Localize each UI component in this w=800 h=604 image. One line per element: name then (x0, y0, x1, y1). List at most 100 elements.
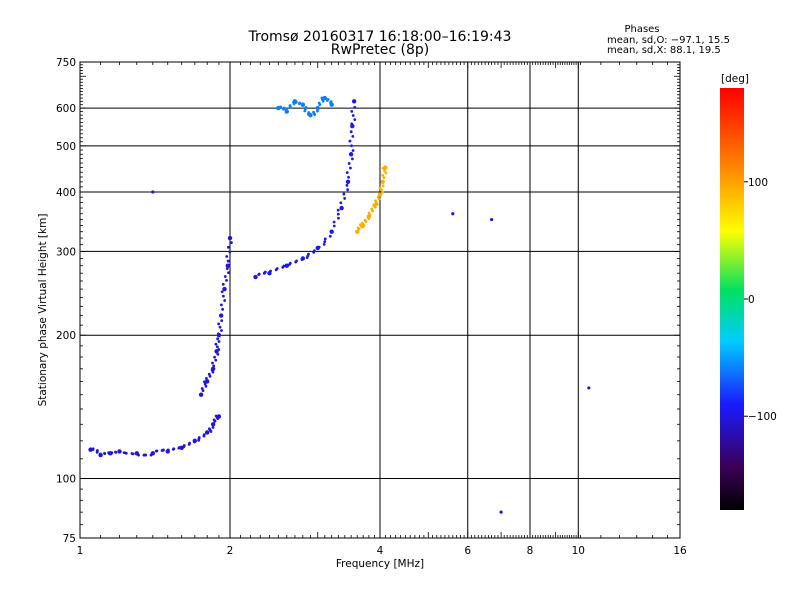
trace-point (219, 303, 223, 307)
trace-point (166, 448, 170, 452)
trace-point (322, 242, 326, 246)
trace-point (322, 96, 326, 100)
x-tick-label: 16 (673, 545, 687, 557)
trace-point (222, 286, 227, 292)
trace-point (221, 307, 225, 311)
trace-point (320, 96, 324, 100)
trace-point (328, 234, 332, 238)
trace-point (213, 355, 216, 359)
trace-point (117, 449, 122, 454)
trace-point (383, 169, 386, 172)
trace-point (216, 352, 220, 356)
trace-point (345, 179, 351, 185)
trace-point (381, 190, 385, 194)
trace-point (124, 451, 128, 455)
trace-point (220, 329, 223, 332)
trace-point (381, 184, 385, 188)
x-tick-label: 1 (77, 545, 84, 557)
trace-point (207, 372, 211, 376)
trace-point (278, 106, 282, 109)
trace-point (225, 263, 231, 268)
trace-point (317, 101, 321, 105)
trace-point (214, 358, 218, 362)
trace-point (211, 426, 215, 429)
trace-point (216, 332, 220, 336)
trace-point (499, 510, 503, 514)
y-tick-label: 500 (56, 141, 76, 153)
trace-point (217, 348, 221, 351)
trace-point (110, 451, 113, 455)
trace-point (207, 427, 211, 431)
trace-point (343, 197, 347, 200)
trace-point (379, 188, 383, 192)
trace-point (131, 452, 135, 456)
trace-point (300, 256, 306, 261)
trace-point (303, 109, 307, 113)
trace-point (204, 384, 208, 388)
trace-point (155, 449, 159, 453)
chart-subtitle: RwPretec (8p) (331, 42, 429, 58)
colorbar-label: [deg] (721, 73, 749, 85)
y-tick-label: 300 (56, 246, 76, 258)
trace-point (350, 144, 353, 148)
colorbar-tick-label: −100 (748, 411, 777, 423)
trace-point (217, 322, 221, 326)
trace-point (337, 216, 340, 220)
trace-point (222, 294, 225, 298)
trace-point (215, 345, 219, 349)
trace-point (253, 274, 258, 280)
trace-point (230, 241, 233, 245)
trace-point (137, 453, 140, 457)
trace-series (276, 95, 334, 118)
trace-point (381, 173, 385, 177)
x-tick-label: 4 (377, 545, 384, 557)
trace-point (282, 264, 286, 268)
y-tick-label: 200 (56, 330, 76, 342)
trace-point (351, 149, 355, 152)
trace-point (188, 441, 191, 445)
trace-point (317, 245, 321, 249)
trace-point (269, 269, 272, 273)
trace-point (351, 114, 355, 117)
trace-point (339, 205, 344, 211)
trace-point (284, 107, 288, 111)
trace-point (202, 433, 206, 437)
trace-point (227, 271, 230, 274)
trace-point (212, 418, 216, 422)
x-axis-label: Frequency [MHz] (336, 558, 424, 570)
trace-point (356, 226, 360, 230)
trace-point (345, 183, 349, 187)
trace-point (225, 255, 229, 258)
trace-point (347, 175, 350, 179)
trace-point (587, 386, 591, 390)
trace-point (363, 218, 367, 222)
trace-point (223, 299, 227, 302)
trace-point (263, 270, 267, 274)
trace-point (323, 237, 327, 241)
trace-point (192, 438, 198, 444)
trace-point (218, 325, 222, 329)
trace-point (151, 190, 155, 194)
y-tick-label: 600 (56, 103, 76, 115)
trace-point (284, 263, 289, 268)
trace-point (220, 319, 224, 323)
trace-point (346, 188, 350, 192)
trace-point (182, 444, 186, 447)
y-tick-label: 100 (56, 474, 76, 486)
trace-point (162, 448, 165, 452)
trace-point (329, 229, 334, 234)
trace-point (329, 102, 334, 107)
y-axis-label: Stationary phase Virtual Height [km] (37, 214, 49, 407)
trace-point (172, 447, 176, 451)
trace-point (451, 212, 455, 216)
grid (80, 62, 680, 538)
trace-point (204, 376, 208, 380)
stats-heading: Phases (624, 24, 659, 35)
trace-point (300, 102, 306, 107)
trace-point (210, 422, 216, 427)
trace-point (91, 448, 95, 452)
trace-point (210, 366, 216, 372)
trace-point (350, 157, 354, 161)
trace-point (223, 275, 227, 278)
